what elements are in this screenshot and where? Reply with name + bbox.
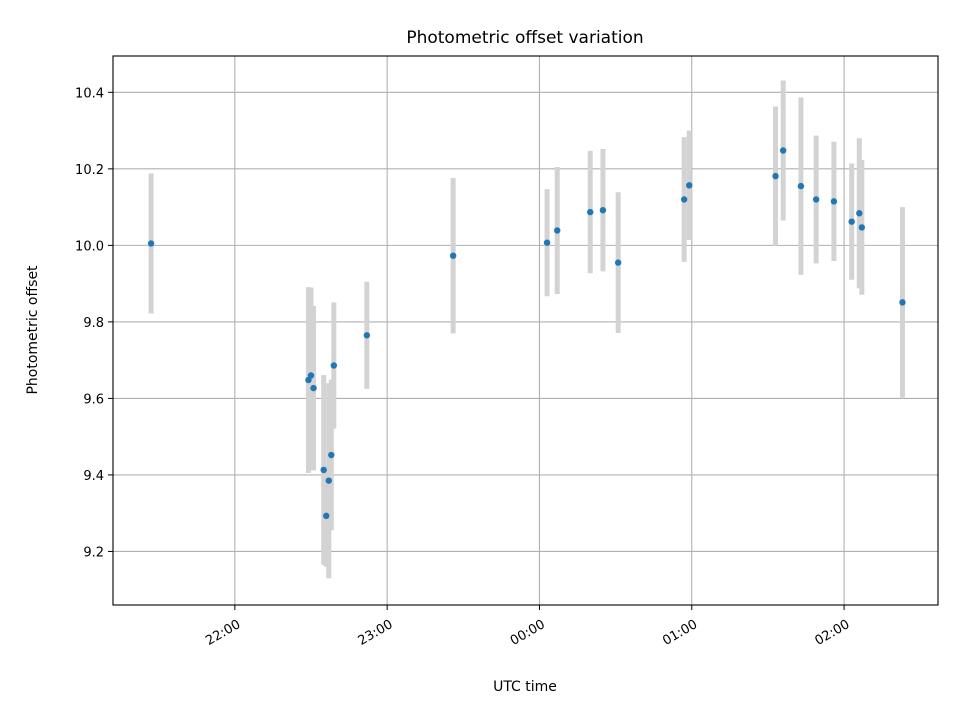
data-point	[779, 147, 787, 154]
error-bars	[148, 80, 905, 579]
data-point	[772, 172, 779, 180]
y-tick-label: 9.2	[83, 545, 104, 560]
data-point	[307, 372, 315, 379]
data-point	[310, 384, 317, 392]
data-point	[812, 196, 820, 203]
data-point	[848, 218, 855, 225]
y-tick-label: 9.8	[83, 316, 104, 331]
data-point	[449, 252, 457, 259]
data-point	[330, 362, 338, 369]
y-tick-label: 9.6	[83, 392, 104, 407]
data-points	[147, 147, 906, 520]
data-point	[325, 477, 332, 484]
data-point	[899, 299, 906, 306]
y-tick-label: 10.2	[75, 163, 104, 178]
data-point	[856, 210, 863, 217]
data-point	[614, 259, 622, 266]
axis-ticks: 22:00 23:00 00:00 01:00 02:00 9.2 9.4 9.6 9.8 10.…	[75, 86, 852, 648]
data-point	[554, 227, 561, 234]
data-point	[543, 239, 551, 246]
data-point	[323, 512, 330, 520]
data-point	[830, 198, 838, 205]
data-point	[587, 208, 594, 216]
data-point	[858, 224, 866, 231]
x-tick-label: 23:00	[356, 617, 396, 649]
y-axis-label: Photometric offset	[25, 265, 41, 395]
plot-frame	[112, 55, 939, 606]
data-point	[797, 182, 805, 190]
x-tick-label: 00:00	[508, 617, 548, 649]
data-point	[328, 451, 335, 459]
chart-title: Photometric offset variation	[406, 28, 643, 48]
data-point	[686, 182, 693, 189]
data-point	[147, 240, 155, 247]
data-point	[363, 332, 371, 339]
data-point	[320, 466, 327, 474]
x-tick-label: 02:00	[813, 617, 853, 649]
data-point	[599, 206, 607, 214]
x-tick-label: 01:00	[660, 617, 700, 649]
y-tick-label: 10.4	[75, 86, 104, 101]
y-tick-label: 9.4	[83, 469, 104, 484]
data-point	[680, 196, 688, 203]
y-tick-label: 10.0	[75, 239, 104, 254]
x-axis-label: UTC time	[493, 679, 557, 695]
x-tick-label: 22:00	[203, 617, 243, 649]
